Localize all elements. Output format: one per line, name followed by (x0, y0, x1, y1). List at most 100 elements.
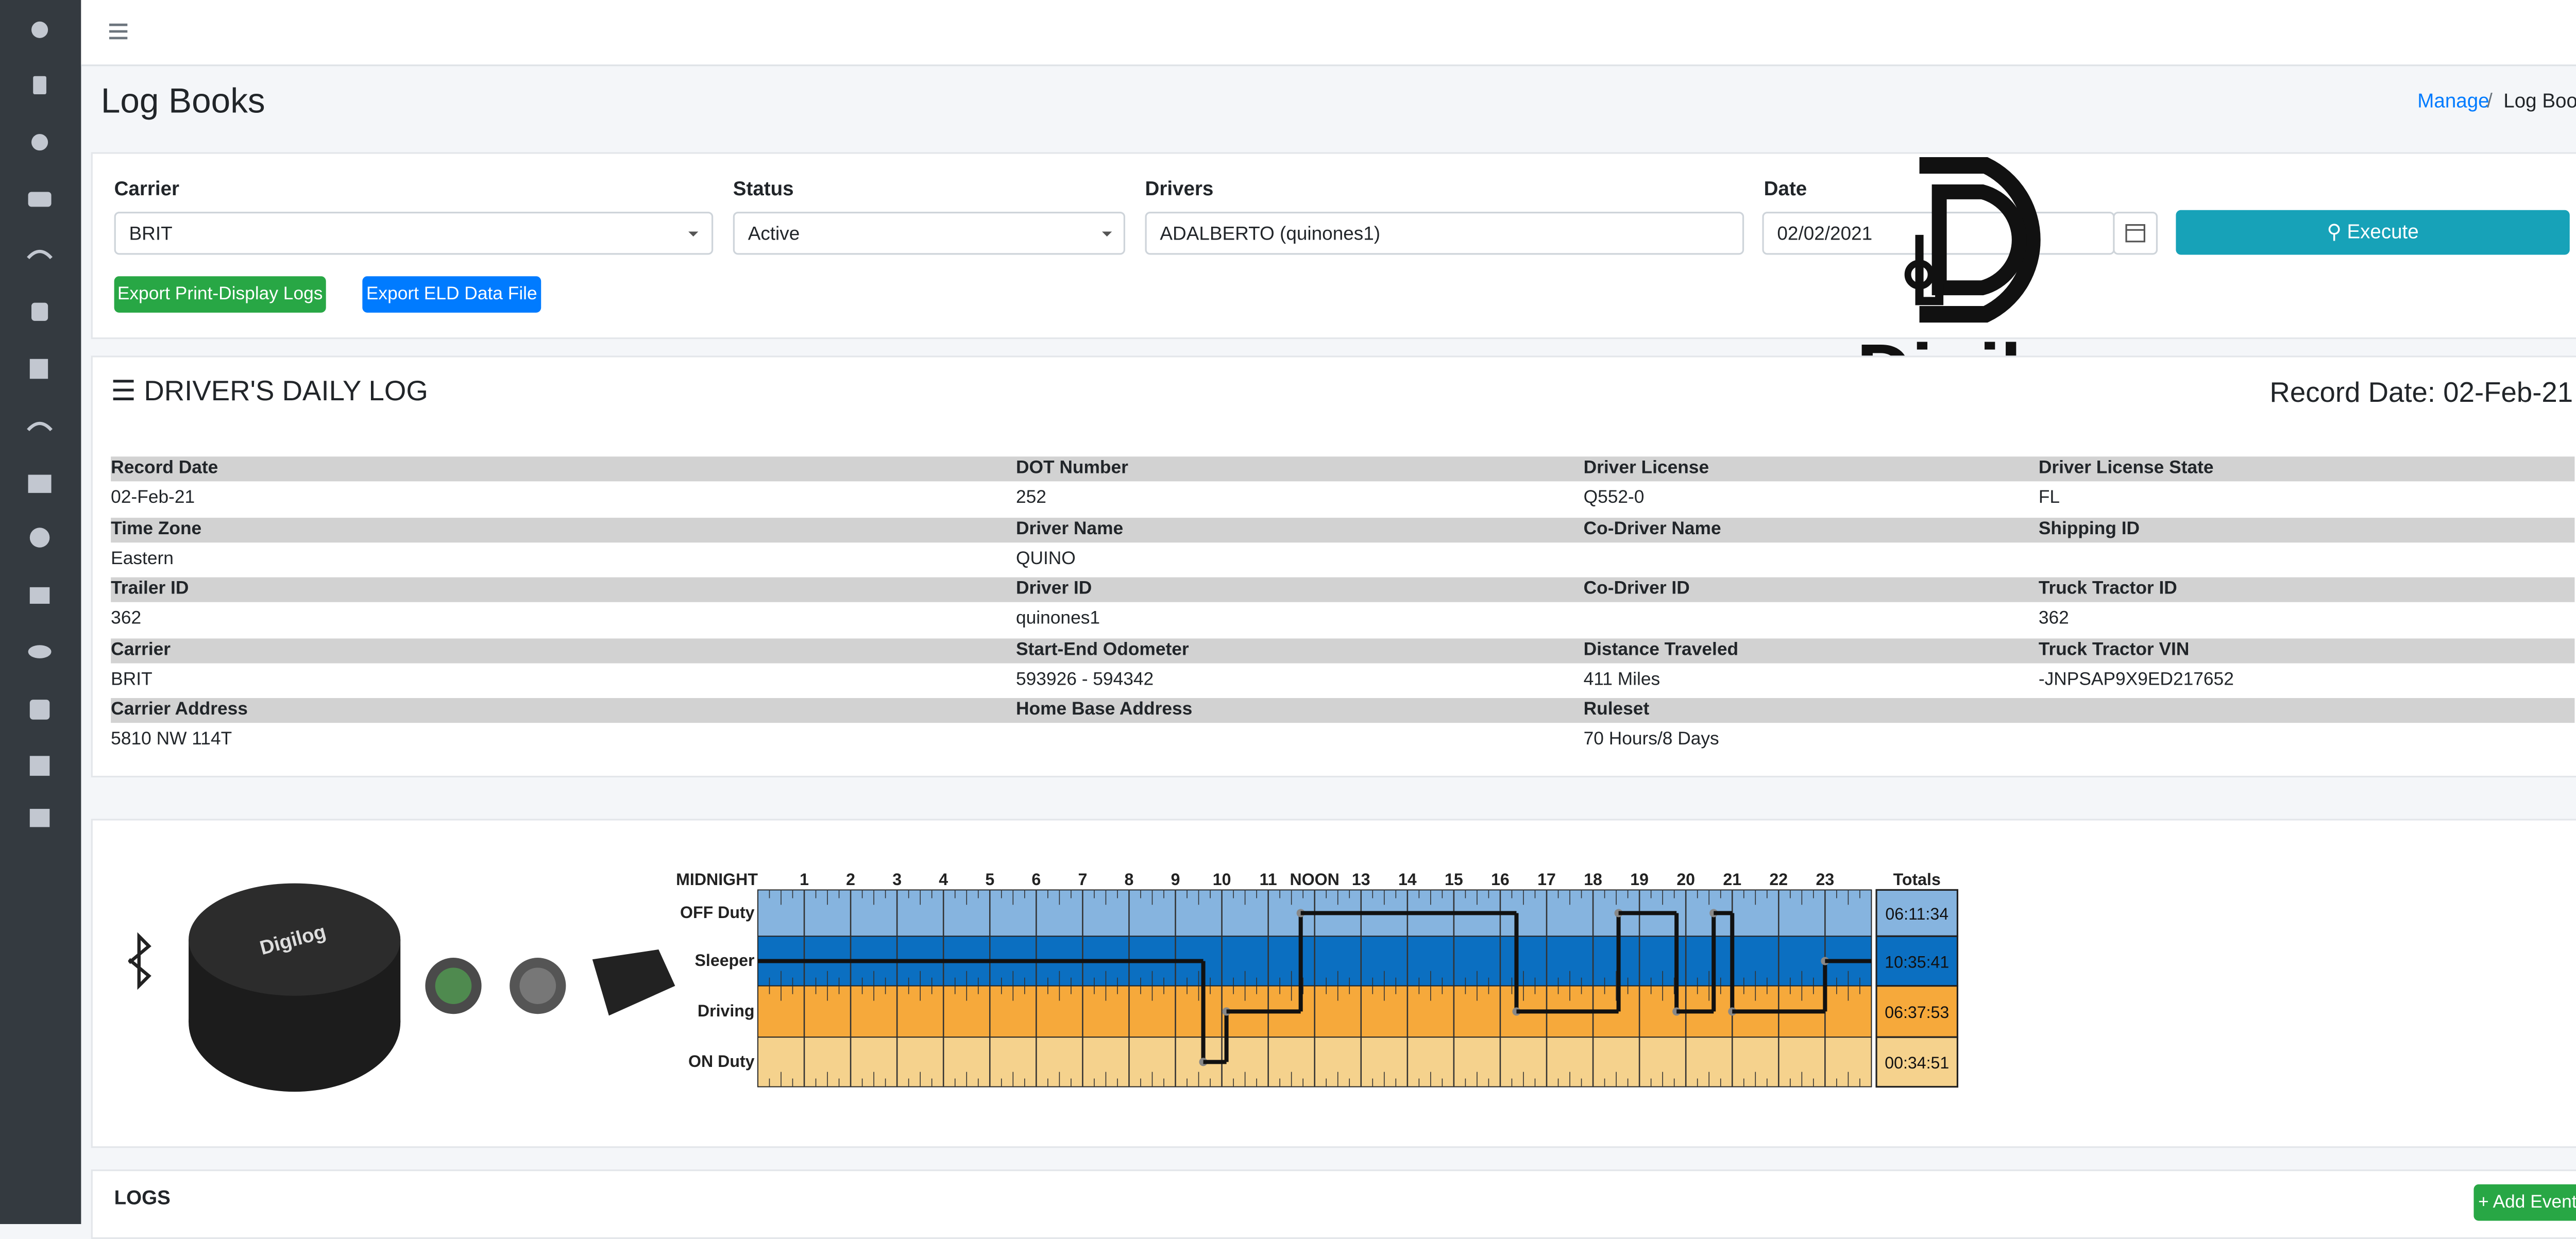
field-label: Record Date (111, 458, 218, 478)
total-box (1875, 985, 1959, 1038)
field-label: Truck Tractor VIN (2038, 639, 2190, 660)
hour-label: 9 (1171, 870, 1180, 889)
breadcrumb-separator: / (2487, 89, 2493, 113)
hour-label: 6 (1031, 870, 1041, 889)
hour-label: 5 (985, 870, 994, 889)
field-label: Truck Tractor ID (2038, 579, 2177, 599)
add-event-text: Add Event (2493, 1192, 2576, 1213)
device-image: Digilog (99, 883, 679, 1092)
add-event-button[interactable]: + Add Event (2473, 1184, 2576, 1221)
hour-label: 14 (1398, 870, 1417, 889)
search-icon: ⚲ (2327, 220, 2342, 243)
total-box (1875, 1036, 1959, 1088)
field-value: 252 (1015, 488, 1046, 508)
label-row (111, 456, 2575, 482)
hour-label: 3 (892, 870, 902, 889)
hour-label: 17 (1537, 870, 1556, 889)
label-row (111, 517, 2575, 542)
hour-label: 20 (1676, 870, 1695, 889)
hour-label: 1 (800, 870, 809, 889)
field-label: Co-Driver Name (1583, 518, 1721, 539)
field-value: Q552-0 (1583, 488, 1645, 508)
field-label: Time Zone (111, 518, 202, 539)
field-label: DOT Number (1015, 458, 1128, 478)
breadcrumb-current: Log Books (2503, 89, 2576, 113)
carrier-label: Carrier (114, 177, 180, 200)
field-label: Driver License (1583, 458, 1709, 478)
page-title: Log Books (100, 82, 265, 121)
carrier-select[interactable]: BRIT (114, 211, 714, 255)
status-label: Sleeper (694, 951, 755, 970)
menu-toggle[interactable] (109, 22, 129, 42)
field-label: Distance Traveled (1583, 639, 1739, 660)
logs-card (91, 1169, 2576, 1239)
field-label: Ruleset (1583, 700, 1650, 720)
top-bar (81, 0, 2576, 66)
total-value: 06:11:34 (1885, 905, 1948, 923)
hour-label: 18 (1584, 870, 1602, 889)
field-value: FL (2038, 488, 2060, 508)
duty-graph: MIDNIGHT 1 2 3 4 5 6 7 8 9 10 11 NOON 13 14 15 16 17 18 19 2… (676, 870, 1959, 1088)
export-print-button[interactable]: Export Print-Display Logs (114, 276, 326, 313)
label-row (111, 638, 2575, 663)
total-value: 06:37:53 (1885, 1003, 1949, 1022)
total-value: 10:35:41 (1885, 953, 1949, 971)
field-label: Shipping ID (2038, 518, 2140, 539)
status-label: Status (733, 177, 794, 200)
daily-log-title-text: DRIVER'S DAILY LOG (144, 375, 428, 407)
status-label: OFF Duty (680, 903, 755, 922)
select-carets (688, 231, 1112, 237)
hour-label: 2 (846, 870, 855, 889)
field-value: 5810 NW 114T (111, 730, 232, 750)
logs-title: LOGS (114, 1186, 171, 1210)
nav-icons[interactable] (27, 21, 53, 827)
field-value: 411 Miles (1583, 669, 1660, 690)
breadcrumb-link[interactable]: Manage (2417, 89, 2489, 113)
total-box (1875, 889, 1959, 937)
field-value: 362 (2038, 609, 2069, 629)
log-info-table: Record Date 02-Feb-21 DOT Number 252 Driver … (111, 456, 2575, 754)
export-eld-button[interactable]: Export ELD Data File (362, 276, 541, 313)
field-label: Carrier Address (111, 700, 248, 720)
hour-label: 4 (939, 870, 948, 889)
hour-label: 23 (1816, 870, 1835, 889)
sidebar (0, 0, 81, 1224)
hour-label: 10 (1213, 870, 1231, 889)
hour-label: MIDNIGHT (676, 870, 758, 889)
calendar-button[interactable] (2113, 211, 2158, 255)
field-label: Driver License State (2038, 458, 2214, 478)
field-value: QUINO (1015, 548, 1076, 569)
sidebar-icons (27, 21, 53, 827)
execute-text: Execute (2347, 220, 2419, 243)
field-value: 70 Hours/8 Days (1583, 730, 1719, 750)
field-label: Driver ID (1015, 579, 1092, 599)
field-value: Eastern (111, 548, 174, 569)
label-row (111, 699, 2575, 724)
totals-label: Totals (1893, 870, 1941, 889)
drivers-select[interactable]: ADALBERTO (quinones1) (1145, 211, 1744, 255)
field-value: 593926 - 594342 (1015, 669, 1154, 690)
status-label: ON Duty (688, 1052, 755, 1071)
total-box (1875, 935, 1959, 987)
hour-label: 16 (1491, 870, 1510, 889)
drivers-label: Drivers (1145, 177, 1214, 200)
field-label: Start-End Odometer (1015, 639, 1189, 660)
date-label: Date (1764, 177, 1807, 200)
field-value: BRIT (111, 669, 152, 690)
field-label: Trailer ID (111, 579, 189, 599)
hour-label: 22 (1769, 870, 1788, 889)
field-value: 02-Feb-21 (111, 488, 195, 508)
hour-label: 11 (1260, 870, 1277, 889)
field-value: quinones1 (1015, 609, 1100, 629)
status-select[interactable]: Active (733, 211, 1125, 255)
daily-log-title: ☰ DRIVER'S DAILY LOG (111, 375, 428, 407)
label-row (111, 578, 2575, 603)
hour-label: 21 (1723, 870, 1741, 889)
field-value: -JNPSAP9X9ED217652 (2038, 669, 2234, 690)
status-label: Driving (698, 1002, 755, 1020)
hour-label: NOON (1290, 870, 1340, 889)
field-label: Driver Name (1015, 518, 1124, 539)
execute-button[interactable]: ⚲ Execute (2176, 210, 2570, 255)
